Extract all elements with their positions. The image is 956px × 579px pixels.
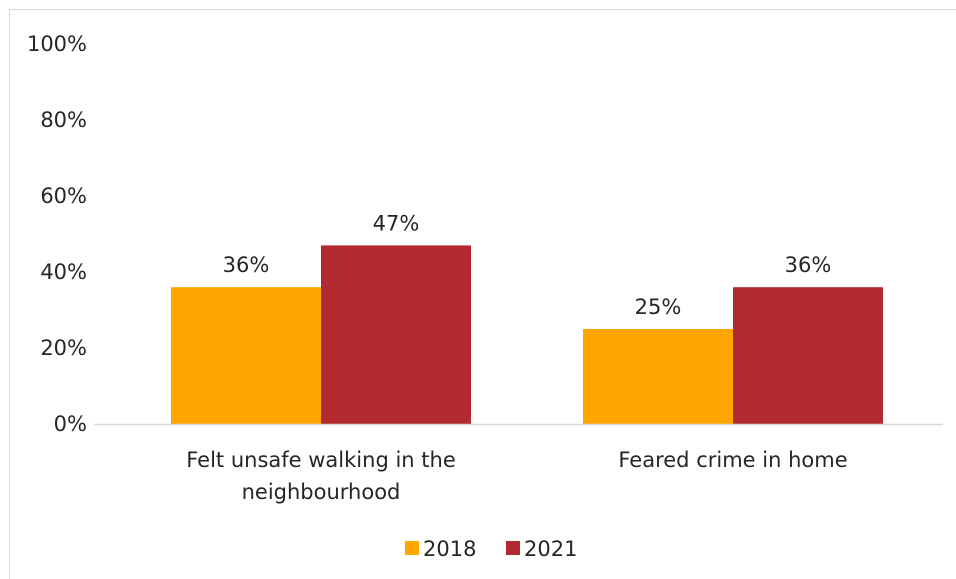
- bar-2021-1: [733, 287, 883, 424]
- bar-2018-1: [583, 329, 733, 424]
- data-label: 36%: [223, 253, 270, 277]
- bar-2021-0: [321, 245, 471, 424]
- data-labels: 36% 47% 25% 36%: [223, 211, 832, 319]
- legend-label: 2018: [423, 537, 476, 561]
- y-tick-label: 100%: [27, 32, 87, 56]
- y-axis: 0% 20% 40% 60% 80% 100%: [27, 32, 87, 436]
- category-label: Felt unsafe walking in the: [186, 448, 455, 472]
- bar-2018-0: [171, 287, 321, 424]
- legend-swatch-2018: [405, 541, 419, 555]
- data-label: 36%: [785, 253, 832, 277]
- legend: 2018 2021: [405, 537, 577, 561]
- legend-label: 2021: [524, 537, 577, 561]
- data-label: 25%: [635, 295, 682, 319]
- y-tick-label: 80%: [40, 108, 87, 132]
- category-label: Feared crime in home: [618, 448, 847, 472]
- legend-swatch-2021: [506, 541, 520, 555]
- category-labels: Felt unsafe walking in the neighbourhood F…: [186, 448, 847, 504]
- y-tick-label: 20%: [40, 336, 87, 360]
- bars: [171, 245, 883, 424]
- category-label: neighbourhood: [242, 480, 401, 504]
- y-tick-label: 0%: [54, 412, 87, 436]
- y-tick-label: 60%: [40, 184, 87, 208]
- y-tick-label: 40%: [40, 260, 87, 284]
- data-label: 47%: [373, 211, 420, 235]
